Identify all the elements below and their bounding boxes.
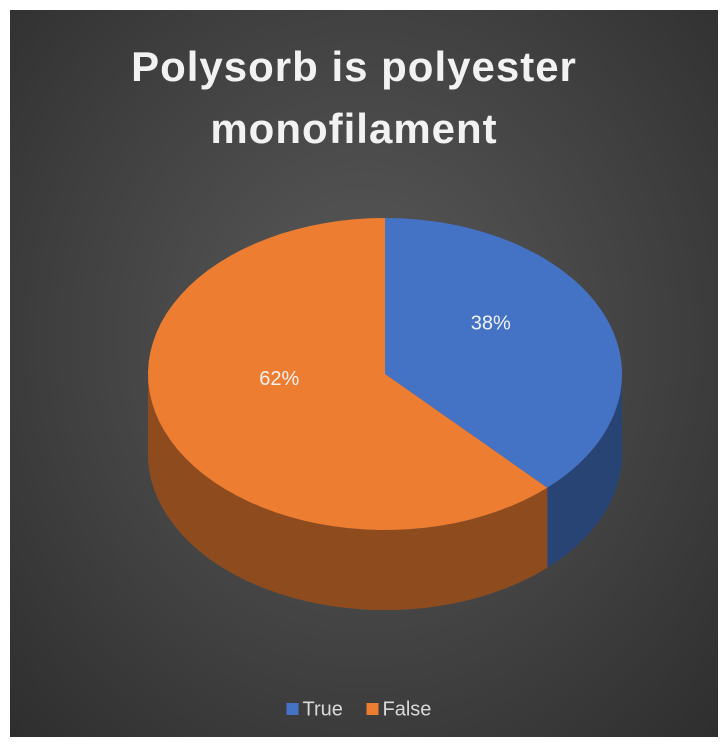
slice [385, 218, 622, 488]
legend-label: True [303, 698, 343, 720]
legend-label: False [383, 698, 432, 720]
data-label: 38% [471, 313, 511, 335]
slice [148, 218, 548, 530]
chart-title: Polysorb is polyester monofilament [131, 43, 577, 152]
slice-side [547, 374, 622, 568]
slice-side [148, 374, 548, 610]
legend-swatch [286, 703, 299, 715]
side-shade [547, 374, 622, 568]
data-label: 62% [259, 368, 299, 390]
side-shade [148, 374, 548, 610]
legend-swatch [366, 703, 379, 715]
